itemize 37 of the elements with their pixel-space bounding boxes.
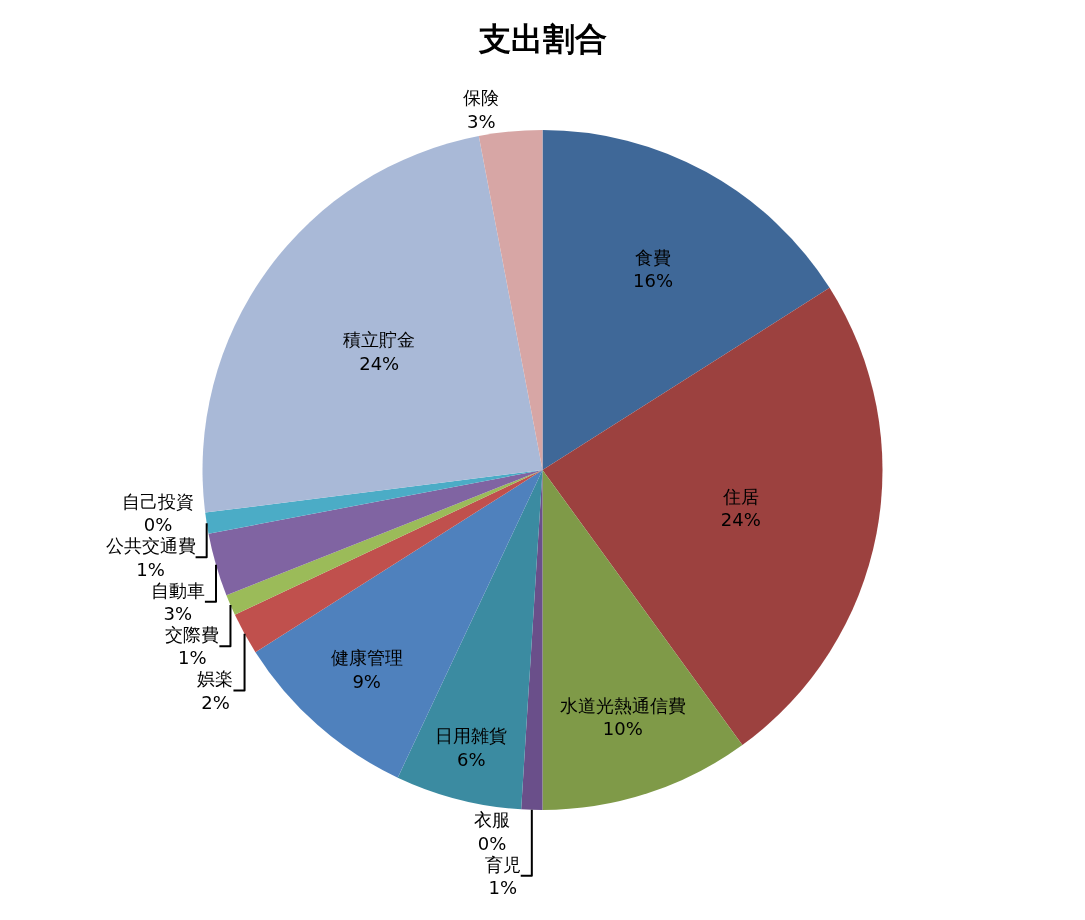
chart-title: 支出割合 xyxy=(477,20,607,58)
data-label: 3% xyxy=(467,110,496,132)
data-label: 2% xyxy=(201,691,230,713)
pie-slice xyxy=(521,470,543,810)
pie-slice xyxy=(255,470,543,778)
slice-label: 娯楽 xyxy=(197,668,234,690)
slice-label: 公共交通費 xyxy=(105,535,196,557)
pie-slice xyxy=(478,130,543,470)
pie-slice xyxy=(205,470,543,534)
slice-label: 健康管理 xyxy=(330,647,403,669)
data-label: 1% xyxy=(178,647,207,669)
slice-label: 水道光熱通信費 xyxy=(559,694,686,716)
slice-label: 保険 xyxy=(463,87,500,109)
data-label: 6% xyxy=(457,748,486,770)
category-label: 衣服 xyxy=(474,809,511,831)
data-label: 24% xyxy=(720,509,761,531)
data-label: 1% xyxy=(136,558,165,580)
data-label: 16% xyxy=(633,270,674,292)
slice-label: 日用雑貨 xyxy=(435,725,508,747)
slice-label: 育児 xyxy=(484,853,521,875)
category-label: 自己投資 xyxy=(122,490,195,512)
data-label: 3% xyxy=(163,602,193,624)
slice-label: 住居 xyxy=(721,485,759,507)
data-label: 10% xyxy=(602,718,643,740)
pie-slice xyxy=(202,136,543,513)
pie-slice xyxy=(542,287,882,746)
data-label: 1% xyxy=(488,877,517,899)
slice-label: 自動車 xyxy=(150,579,205,601)
pie-slice xyxy=(542,130,830,470)
slice-label: 積立貯金 xyxy=(343,329,416,351)
data-label: 9% xyxy=(352,670,381,692)
pie-slice xyxy=(208,470,543,596)
text: 0% xyxy=(143,514,173,536)
data-label: 24% xyxy=(359,352,400,374)
slice-label: 食費 xyxy=(635,246,672,268)
slice-label: 交際費 xyxy=(165,623,220,645)
text: 0% xyxy=(477,832,507,854)
